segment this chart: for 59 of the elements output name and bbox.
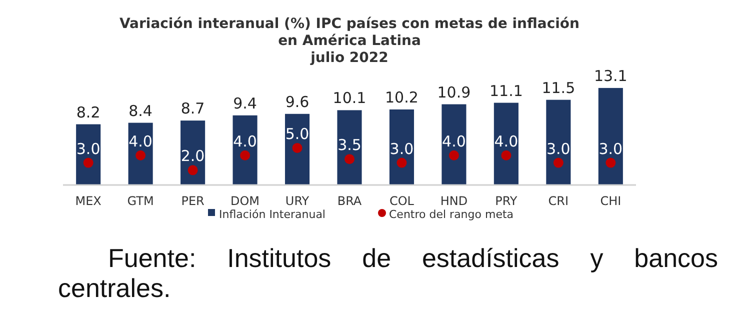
point — [188, 165, 198, 176]
bar — [284, 114, 310, 185]
data-label: 4.0 — [128, 132, 152, 150]
bar — [128, 122, 153, 185]
text: 9.6 — [285, 92, 310, 111]
bar — [76, 124, 101, 185]
bar — [232, 115, 258, 185]
text: 10.1 — [332, 89, 366, 108]
point — [83, 158, 94, 168]
text: 11.1 — [489, 82, 523, 100]
data-label: 5.0 — [285, 124, 310, 143]
data-label: 4.0 — [233, 132, 257, 150]
x-tick-label: PRY — [495, 194, 518, 208]
data-label: 4.0 — [494, 132, 518, 150]
data-label: 3.0 — [76, 140, 100, 158]
x-tick-label: GTM — [127, 194, 154, 208]
point — [501, 150, 512, 160]
bar — [442, 104, 466, 185]
text: 8.7 — [180, 100, 205, 118]
data-label: 4.0 — [442, 132, 466, 150]
x-tick-label: URY — [285, 194, 310, 208]
point — [396, 158, 407, 168]
bar — [180, 120, 206, 185]
data-label: 2.0 — [180, 147, 205, 166]
point — [292, 142, 302, 153]
legend-label: Centro del rango meta — [389, 208, 514, 221]
text: 13.1 — [594, 66, 628, 85]
text: 11.5 — [542, 78, 576, 97]
text: 8.4 — [128, 102, 152, 120]
x-tick-label: BRA — [337, 194, 362, 208]
data-label: 3.5 — [338, 136, 362, 154]
bar — [389, 109, 414, 185]
chart-title: Variación interanual (%) IPC países con metas de inflación en América Latina julio 2022 — [119, 16, 580, 66]
point — [553, 158, 564, 168]
x-tick-label: CHI — [600, 194, 622, 208]
point — [344, 154, 354, 164]
text: 10.2 — [385, 88, 418, 106]
point — [136, 150, 146, 160]
bar — [598, 88, 623, 185]
data-label: 3.0 — [390, 140, 414, 158]
point — [448, 150, 459, 160]
data-label: 3.0 — [598, 140, 623, 158]
x-tick-label: PER — [181, 194, 204, 208]
bar — [337, 110, 362, 185]
text: 9.4 — [233, 94, 257, 112]
source-note: Fuente: Institutos de estadísticas y bancos centrales. — [58, 243, 718, 303]
bar — [494, 102, 518, 185]
bar — [546, 100, 571, 185]
legend-label: Inflación Interanual — [219, 208, 326, 221]
x-tick-label: MEX — [75, 194, 102, 208]
text: 10.9 — [437, 83, 471, 102]
x-tick-label: COL — [389, 194, 414, 208]
data-label: 3.0 — [546, 140, 570, 158]
x-tick-label: CRI — [548, 194, 569, 208]
point — [240, 150, 250, 160]
x-tick-label: HND — [440, 194, 468, 208]
x-tick-label: DOM — [230, 194, 260, 208]
point — [606, 158, 616, 168]
text: 8.2 — [76, 103, 100, 122]
